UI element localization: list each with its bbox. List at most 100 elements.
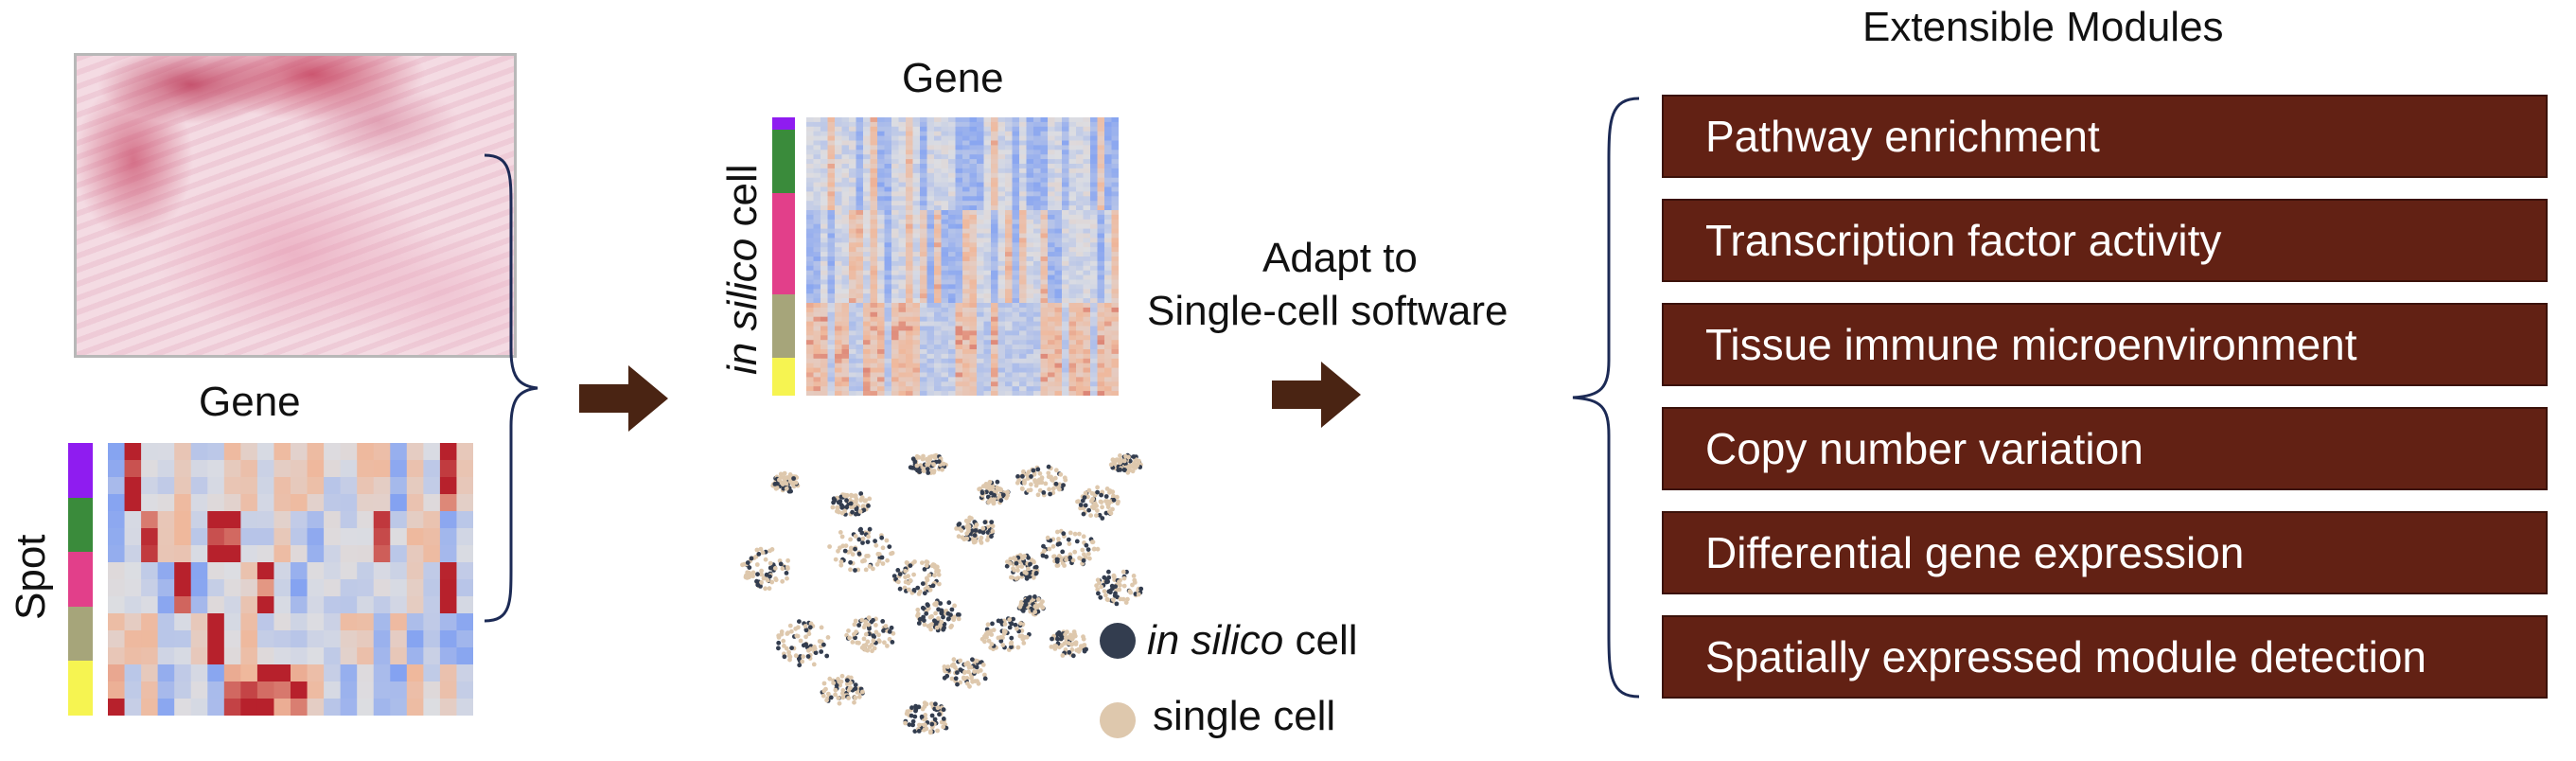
heatmap-cell <box>1083 349 1091 355</box>
heatmap-cell <box>969 367 978 373</box>
heatmap-cell <box>898 164 907 169</box>
heatmap-cell <box>926 121 935 128</box>
heatmap-cell <box>1026 214 1034 221</box>
heatmap-cell <box>439 511 457 529</box>
heatmap-cell <box>1054 154 1063 160</box>
heatmap-cell <box>357 664 375 682</box>
heatmap-cell <box>912 386 921 392</box>
heatmap-cell <box>1097 363 1105 369</box>
heatmap-cell <box>884 210 892 216</box>
heatmap-cell <box>813 321 821 327</box>
umap-point <box>879 555 885 560</box>
umap-point <box>989 632 995 637</box>
umap-point <box>930 562 936 567</box>
heatmap-cell <box>256 443 274 461</box>
heatmap-cell <box>1111 274 1119 280</box>
heatmap-cell <box>1019 205 1027 211</box>
umap-point <box>1019 486 1025 491</box>
heatmap-cell <box>1019 326 1027 331</box>
umap-point <box>987 479 993 485</box>
heatmap-cell <box>806 177 814 184</box>
umap-point <box>1112 593 1118 598</box>
heatmap-cell <box>941 126 949 133</box>
heatmap-cell <box>877 367 885 373</box>
heatmap-cell <box>877 214 885 221</box>
heatmap-cell <box>912 353 921 360</box>
heatmap-cell <box>841 311 850 318</box>
heatmap-cell <box>856 205 864 211</box>
umap-point <box>866 504 871 508</box>
heatmap-cell <box>983 164 992 169</box>
heatmap-cell <box>926 196 935 202</box>
heatmap-cell <box>1005 191 1013 197</box>
heatmap-cell <box>1097 164 1105 169</box>
heatmap-cell <box>835 326 842 331</box>
heatmap-cell <box>906 135 913 141</box>
umap-point <box>904 560 909 565</box>
heatmap-cell <box>926 340 935 345</box>
heatmap-cell <box>941 377 949 382</box>
heatmap-cell <box>207 528 225 546</box>
heatmap-cell <box>991 353 998 360</box>
heatmap-cell <box>948 242 956 248</box>
umap-point <box>763 557 768 562</box>
heatmap-cell <box>820 135 828 141</box>
heatmap-cell <box>955 321 963 327</box>
heatmap-cell <box>955 223 963 230</box>
heatmap-cell <box>906 358 913 364</box>
heatmap-cell <box>1026 381 1034 387</box>
heatmap-cell <box>863 353 871 360</box>
heatmap-cell <box>870 177 878 184</box>
heatmap-cell <box>1012 159 1020 165</box>
heatmap-cell <box>1097 316 1105 323</box>
heatmap-cell <box>806 311 814 318</box>
umap-point <box>759 580 764 585</box>
heatmap-cell <box>423 443 441 461</box>
heatmap-cell <box>240 664 258 682</box>
heatmap-cell <box>991 270 998 276</box>
heatmap-cell <box>969 126 978 133</box>
heatmap-cell <box>891 279 899 285</box>
heatmap-cell <box>835 265 842 272</box>
heatmap-cell <box>948 307 956 313</box>
heatmap-cell <box>1083 353 1091 360</box>
heatmap-cell <box>906 233 913 239</box>
heatmap-cell <box>813 349 821 355</box>
heatmap-cell <box>948 191 956 197</box>
heatmap-cell <box>934 172 942 179</box>
heatmap-cell <box>934 242 942 248</box>
heatmap-cell <box>1090 284 1098 290</box>
heatmap-cell <box>1019 154 1027 160</box>
heatmap-cell <box>1062 363 1069 369</box>
heatmap-cell <box>870 284 878 290</box>
heatmap-cell <box>835 330 842 336</box>
heatmap-cell <box>891 242 899 248</box>
heatmap-cell <box>1062 228 1069 234</box>
heatmap-cell <box>827 223 836 230</box>
heatmap-cell <box>1062 270 1069 276</box>
heatmap-cell <box>891 349 899 355</box>
heatmap-cell <box>340 664 358 682</box>
umap-point <box>1026 566 1031 572</box>
heatmap-cell <box>1097 150 1105 155</box>
umap-point <box>928 622 934 628</box>
heatmap-cell <box>920 335 927 341</box>
heatmap-cell <box>983 353 992 360</box>
heatmap-cell <box>1083 257 1091 262</box>
heatmap-cell <box>926 126 935 133</box>
heatmap-cell <box>962 363 970 369</box>
umap-point <box>951 617 957 623</box>
umap-point <box>860 558 865 564</box>
heatmap-cell <box>1068 377 1077 382</box>
umap-point <box>1099 584 1103 590</box>
heatmap-cell <box>877 168 885 174</box>
umap-point <box>782 654 787 660</box>
heatmap-cell <box>891 186 899 192</box>
heatmap-cell <box>991 349 998 355</box>
heatmap-cell <box>1019 321 1027 327</box>
heatmap-cell <box>256 681 274 699</box>
umap-point <box>1064 557 1068 562</box>
heatmap-cell <box>806 345 814 350</box>
heatmap-cell <box>906 223 913 230</box>
heatmap-cell <box>912 117 921 123</box>
